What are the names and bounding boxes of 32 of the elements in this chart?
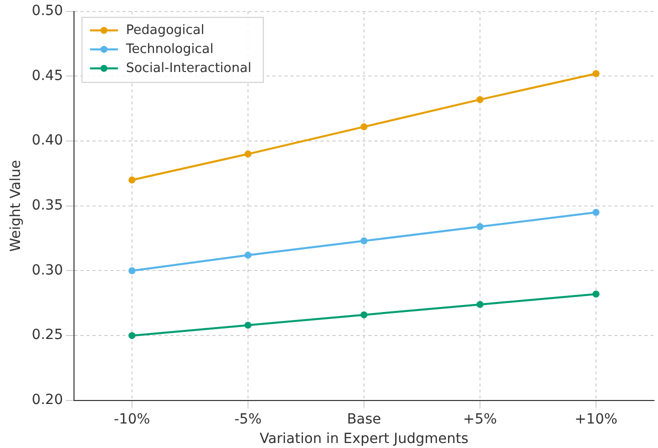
legend-label: Social-Interactional	[126, 60, 252, 76]
legend-label: Technological	[124, 42, 214, 57]
point	[128, 267, 136, 274]
y-axis-title: Weight Value	[8, 160, 24, 252]
x-tick-label: Base	[346, 411, 382, 428]
x-axis-title: Variation in Expert Judgments	[260, 431, 468, 448]
y-tick-label: 0.50	[32, 3, 63, 20]
point	[592, 290, 600, 298]
x-tick-label: +10%	[574, 411, 618, 428]
y-tick-label: 0.40	[32, 132, 63, 149]
y-tick-label: 0.45	[32, 68, 63, 84]
x-tick-label: -10%	[114, 411, 150, 428]
point	[244, 252, 252, 259]
point	[128, 332, 136, 340]
point	[360, 123, 368, 130]
legend-label: Pedagogical	[126, 22, 204, 38]
point	[128, 176, 136, 184]
point	[592, 70, 600, 78]
y-tick-label: 0.30	[32, 262, 63, 278]
point	[476, 96, 484, 104]
x-tick-label: +5%	[463, 411, 497, 428]
x-tick-label: -5%	[234, 411, 262, 428]
y-tick-label: 0.20	[32, 392, 63, 408]
point	[592, 208, 600, 216]
point	[244, 322, 252, 329]
y-tick-label: 0.35	[32, 198, 63, 214]
point	[244, 150, 252, 158]
point	[476, 300, 484, 308]
y-tick-label: 0.25	[32, 327, 63, 344]
point	[360, 237, 368, 244]
point	[360, 311, 368, 318]
point	[476, 223, 484, 230]
